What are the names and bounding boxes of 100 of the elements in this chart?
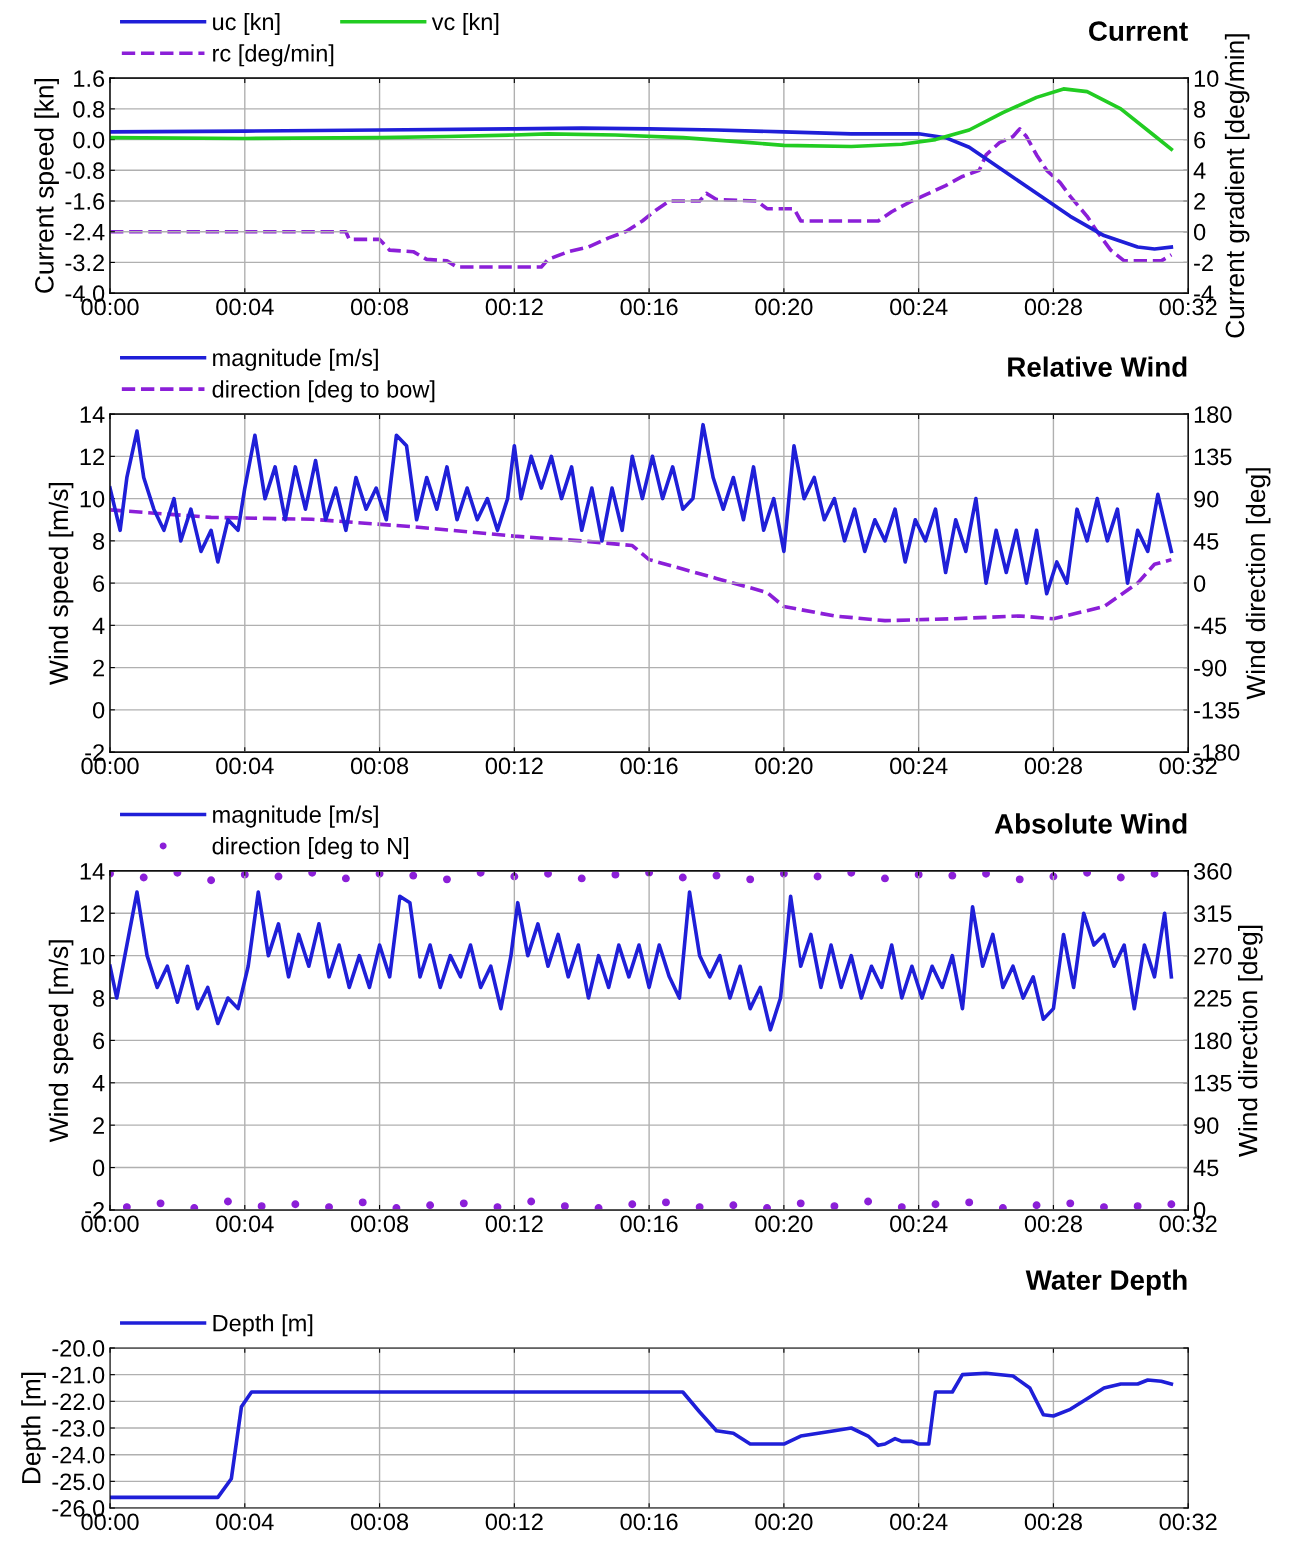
x-tick-label: 00:12 — [485, 298, 543, 316]
y2-tick-label: 45 — [1193, 533, 1219, 550]
y-tick-label: 14 — [80, 863, 105, 880]
y-tick-label: 1.6 — [74, 70, 105, 87]
y2-tick-label: -90 — [1194, 659, 1227, 677]
y2-tick-label: 0 — [1193, 223, 1206, 241]
x-tick-label: 00:04 — [216, 757, 274, 775]
legend-label: Depth [m] — [213, 1314, 313, 1337]
y2-tick-label: 270 — [1194, 947, 1232, 965]
line-series — [110, 422, 1174, 596]
y-tick-label: -25.0 — [52, 1473, 105, 1491]
x-tick-label: 00:20 — [755, 757, 813, 775]
y-tick-label: 8 — [93, 990, 105, 1007]
x-tick-label: 00:24 — [890, 757, 948, 775]
y-tick-label: -23.0 — [52, 1420, 105, 1437]
y-tick-label: -0.8 — [65, 162, 105, 180]
y-axis-title: Wind speed [m/s] — [48, 483, 74, 685]
y2-tick-label: 225 — [1194, 990, 1232, 1007]
y-tick-label: 12 — [80, 905, 104, 922]
y2-tick-label: 45 — [1193, 1159, 1219, 1177]
chart-title: Water Depth — [1025, 1269, 1187, 1296]
y2-tick-label: 2 — [1194, 193, 1205, 210]
x-tick-label: 00:12 — [485, 1215, 543, 1233]
y-tick-label: -24.0 — [52, 1446, 105, 1464]
x-tick-label: 00:28 — [1024, 1513, 1082, 1531]
y-tick-label: -2.4 — [65, 223, 105, 241]
x-tick-label: 00:04 — [216, 1215, 274, 1233]
y-tick-label: -22.0 — [52, 1393, 105, 1411]
y-tick-label: -3.2 — [65, 254, 104, 272]
y-tick-label: -21.0 — [52, 1366, 105, 1384]
y-tick-label: 2 — [93, 659, 104, 677]
y-tick-label: 0.8 — [73, 100, 105, 118]
legend-label: direction [deg to N] — [212, 837, 409, 860]
y-tick-label: 0 — [92, 701, 105, 719]
x-tick-label: 00:16 — [620, 1513, 678, 1531]
y2-tick-label: 90 — [1194, 1117, 1219, 1134]
y-tick-label: 8 — [93, 532, 105, 550]
x-tick-label: 00:24 — [890, 1513, 948, 1531]
x-tick-label: 00:16 — [620, 1215, 678, 1233]
line-series — [110, 890, 1174, 1032]
x-tick-label: 00:20 — [755, 298, 813, 316]
y-axis-title: Depth [m] — [21, 1372, 46, 1484]
x-tick-label: 00:32 — [1159, 1513, 1217, 1531]
y2-tick-label: 10 — [1194, 70, 1219, 87]
y-tick-label: 12 — [80, 448, 104, 465]
legend-label: uc [kn] — [213, 12, 280, 35]
x-tick-label: 00:12 — [485, 757, 543, 775]
line-series — [110, 508, 1174, 623]
x-tick-label: 00:04 — [216, 1513, 274, 1531]
y2-tick-label: 135 — [1194, 1074, 1232, 1092]
x-tick-label: 00:08 — [350, 1513, 409, 1531]
legend-label: magnitude [m/s] — [213, 805, 378, 828]
x-tick-label: 00:12 — [485, 1513, 543, 1531]
y-tick-label: -20.0 — [52, 1340, 105, 1357]
x-tick-label: 00:16 — [620, 757, 678, 775]
line-series — [110, 87, 1174, 151]
chart-title: Relative Wind — [1008, 356, 1187, 377]
x-tick-label: 00:24 — [890, 1215, 948, 1233]
y2-tick-label: -135 — [1194, 701, 1240, 719]
y2-axis-title: Wind direction [deg] — [1238, 925, 1263, 1157]
y-tick-label: 10 — [80, 490, 105, 508]
line-series — [110, 1371, 1174, 1500]
y-tick-label: 10 — [80, 947, 105, 965]
y2-tick-label: 180 — [1194, 406, 1232, 423]
legend-label: direction [deg to bow] — [212, 380, 435, 403]
chart-title: Absolute Wind — [994, 813, 1187, 834]
x-tick-label: 00:24 — [890, 298, 948, 316]
y2-tick-label: 6 — [1194, 131, 1206, 149]
x-tick-label: 00:08 — [350, 1215, 409, 1233]
y2-tick-label: 135 — [1194, 448, 1232, 466]
y-axis-title: Current speed [kn] — [34, 78, 59, 293]
x-tick-label: 00:28 — [1024, 757, 1082, 775]
y-tick-label: 0 — [92, 1159, 105, 1177]
y2-tick-label: 360 — [1193, 862, 1232, 880]
x-tick-label: 00:04 — [216, 298, 274, 316]
y2-tick-label: 0 — [1193, 575, 1206, 592]
y-tick-label: 4 — [92, 1075, 105, 1092]
chart-title: Current — [1089, 21, 1188, 41]
y-tick-label: 14 — [80, 406, 105, 423]
y-tick-label: 4 — [92, 617, 105, 634]
legend-label: rc [deg/min] — [213, 44, 334, 67]
y-tick-label: 2 — [93, 1117, 104, 1134]
y2-tick-label: 90 — [1194, 490, 1219, 508]
x-tick-label: 00:20 — [755, 1513, 813, 1531]
legend-label: magnitude [m/s] — [213, 348, 378, 371]
y-tick-label: -1.6 — [65, 193, 105, 210]
y2-tick-label: -45 — [1194, 617, 1227, 635]
x-tick-label: 00:20 — [755, 1215, 813, 1233]
y-tick-label: 6 — [93, 1032, 105, 1050]
y2-tick-label: -2 — [1194, 254, 1213, 271]
y2-axis-title: Wind direction [deg] — [1245, 468, 1271, 700]
x-tick-label: 00:08 — [350, 757, 409, 775]
y2-tick-label: 315 — [1193, 905, 1232, 923]
y-axis-title: Wind speed [m/s] — [48, 940, 74, 1143]
x-tick-label: 00:28 — [1024, 1215, 1082, 1233]
y2-tick-label: 8 — [1194, 100, 1206, 118]
y2-tick-label: 4 — [1193, 162, 1206, 179]
y-tick-label: 0.0 — [73, 131, 105, 149]
x-tick-label: 00:28 — [1024, 298, 1082, 316]
y2-tick-label: 180 — [1194, 1032, 1232, 1050]
